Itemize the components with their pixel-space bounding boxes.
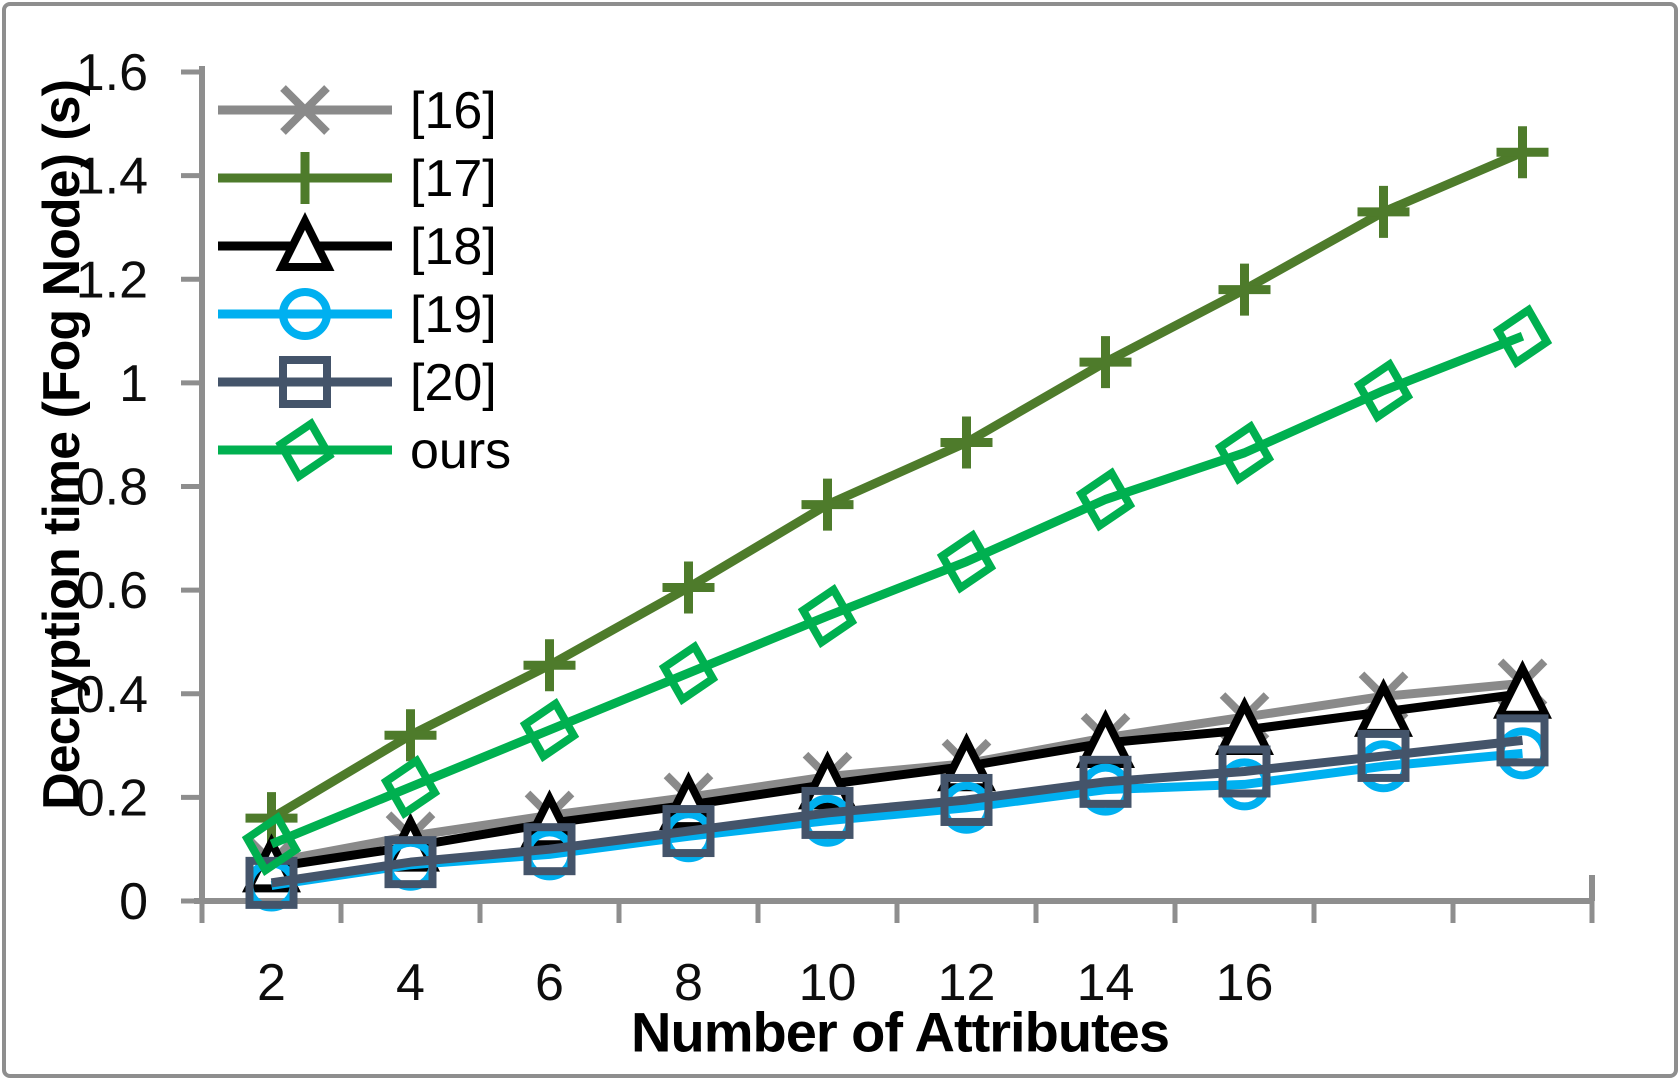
diamond-marker <box>936 529 997 594</box>
square-marker <box>245 856 298 909</box>
x-tick-label: 6 <box>535 954 564 1012</box>
legend-label: [18] <box>410 218 497 276</box>
x-tick-label: 16 <box>1216 954 1274 1012</box>
series-line-[16] <box>270 678 1523 867</box>
y-tick-label: 1.2 <box>76 251 148 309</box>
y-tick-label: 0.4 <box>76 666 148 724</box>
square-marker <box>662 805 715 858</box>
diamond-marker <box>1214 420 1275 485</box>
y-tick-label: 0 <box>119 873 148 931</box>
diamond-marker <box>797 583 858 649</box>
square-marker <box>279 356 331 408</box>
diamond-marker <box>519 697 580 763</box>
diamond-marker <box>1492 304 1553 369</box>
plus-marker <box>662 561 715 614</box>
square-marker <box>1218 745 1271 798</box>
square-marker <box>801 786 854 839</box>
x-marker <box>280 85 330 135</box>
y-tick-label: 0.8 <box>76 459 148 517</box>
square-marker <box>1496 714 1549 767</box>
x-axis-title: Number of Attributes <box>631 1000 1170 1064</box>
diamond-marker <box>658 640 719 706</box>
y-tick-label: 1.6 <box>76 44 148 102</box>
plus-marker <box>1079 336 1132 389</box>
diamond-marker <box>1075 467 1136 532</box>
x-tick-label: 2 <box>257 954 286 1012</box>
y-tick-label: 1 <box>119 355 148 413</box>
series-line-[20] <box>270 735 1524 888</box>
x-tick-label: 4 <box>396 954 425 1012</box>
triangle-marker <box>275 212 335 271</box>
diamond-marker <box>275 417 335 483</box>
diamond-marker <box>241 811 302 877</box>
plus-marker <box>1496 126 1549 179</box>
plus-marker <box>1357 185 1410 238</box>
legend-label: [20] <box>410 354 497 412</box>
square-marker <box>523 823 576 876</box>
plus-marker <box>384 709 437 762</box>
plus-marker <box>279 152 331 204</box>
square-marker <box>1357 729 1410 782</box>
x-tick-label: 12 <box>938 954 996 1012</box>
diamond-marker <box>380 754 441 820</box>
legend-label: [16] <box>410 82 497 140</box>
legend-label: ours <box>410 422 511 480</box>
x-tick-label: 14 <box>1077 954 1135 1012</box>
diamond-marker <box>1353 358 1414 423</box>
plus-marker <box>523 639 576 692</box>
series-line-[18] <box>270 689 1524 872</box>
series-line-ours <box>269 332 1525 849</box>
plus-marker <box>801 478 854 531</box>
y-tick-label: 0.2 <box>76 769 148 827</box>
y-tick-label: 0.6 <box>76 562 148 620</box>
legend-label: [19] <box>410 286 497 344</box>
plus-marker <box>1218 263 1271 316</box>
y-tick-label: 1.4 <box>76 148 148 206</box>
legend-label: [17] <box>410 150 497 208</box>
series-line-[17] <box>269 148 1525 822</box>
y-axis-title: Decryption time (Fog Node) (s) <box>33 80 91 810</box>
square-marker <box>940 773 993 826</box>
circle-marker <box>279 288 331 340</box>
square-marker <box>384 836 437 889</box>
x-tick-label: 10 <box>799 954 857 1012</box>
square-marker <box>1079 755 1132 808</box>
plus-marker <box>940 416 993 469</box>
x-tick-label: 8 <box>674 954 703 1012</box>
